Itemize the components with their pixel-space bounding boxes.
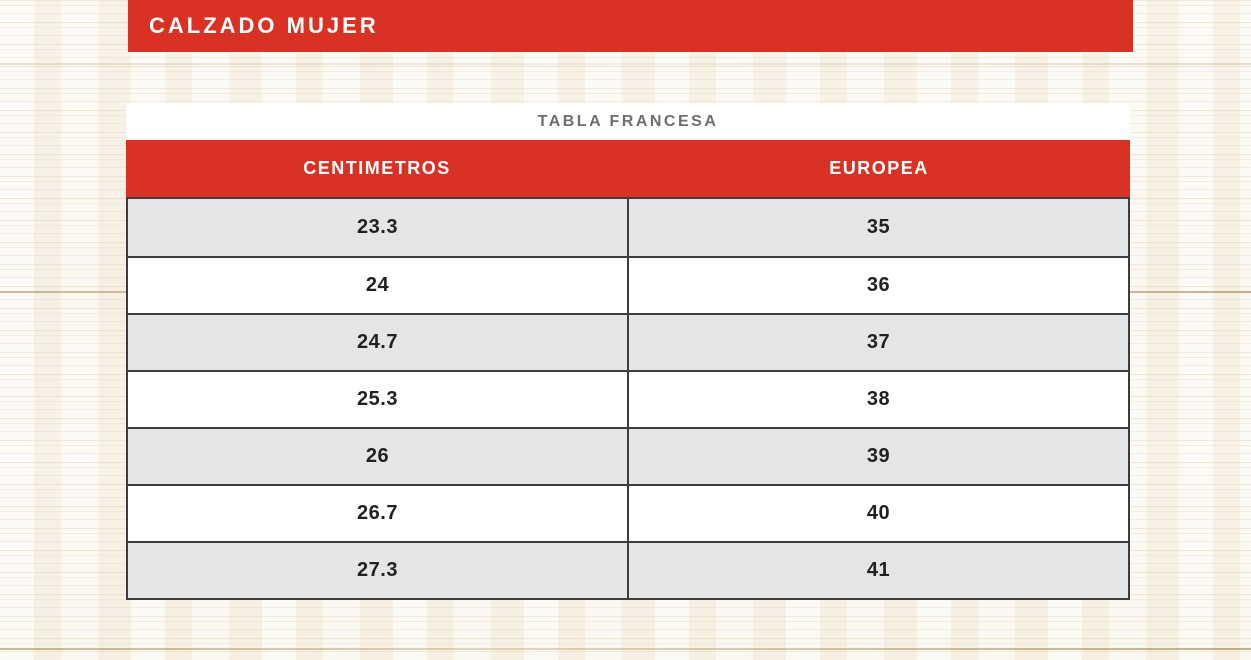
banner-title: CALZADO MUJER [149, 13, 379, 38]
table-row: 23.3 35 [128, 199, 1128, 256]
cell-europea: 36 [866, 274, 891, 296]
table-row: 27.3 41 [128, 541, 1128, 598]
cell-europea: 39 [866, 445, 891, 467]
table-row: 26.7 40 [128, 484, 1128, 541]
cell-europea: 37 [866, 331, 891, 353]
cell-centimetros: 26.7 [128, 486, 629, 541]
cell-centimetros: 27.3 [128, 543, 629, 598]
cell-centimetros: 24.7 [128, 315, 629, 370]
cell-europea: 40 [866, 502, 891, 524]
table-body: 23.3 35 24 36 24.7 37 25.3 38 26 39 26.7 40 27.3 41 [126, 197, 1130, 600]
wood-seam-bottom [0, 648, 1251, 650]
section-banner: CALZADO MUJER [128, 0, 1133, 52]
table-title: TABLA FRANCESA [126, 103, 1130, 140]
table-header-row: CENTIMETROS EUROPEA [126, 140, 1130, 197]
cell-europea: 41 [866, 559, 891, 581]
table-row: 26 39 [128, 427, 1128, 484]
cell-europea: 35 [866, 216, 891, 238]
column-header-centimetros: CENTIMETROS [303, 158, 451, 178]
cell-centimetros: 24 [128, 258, 629, 313]
size-conversion-table: TABLA FRANCESA CENTIMETROS EUROPEA 23.3 3… [126, 103, 1130, 600]
cell-centimetros: 26 [128, 429, 629, 484]
table-row: 24.7 37 [128, 313, 1128, 370]
table-row: 25.3 38 [128, 370, 1128, 427]
cell-centimetros: 25.3 [128, 372, 629, 427]
cell-europea: 38 [866, 388, 891, 410]
wood-seam-top [0, 63, 1251, 65]
column-header-europea: EUROPEA [829, 158, 929, 178]
cell-centimetros: 23.3 [128, 199, 629, 256]
table-row: 24 36 [128, 256, 1128, 313]
